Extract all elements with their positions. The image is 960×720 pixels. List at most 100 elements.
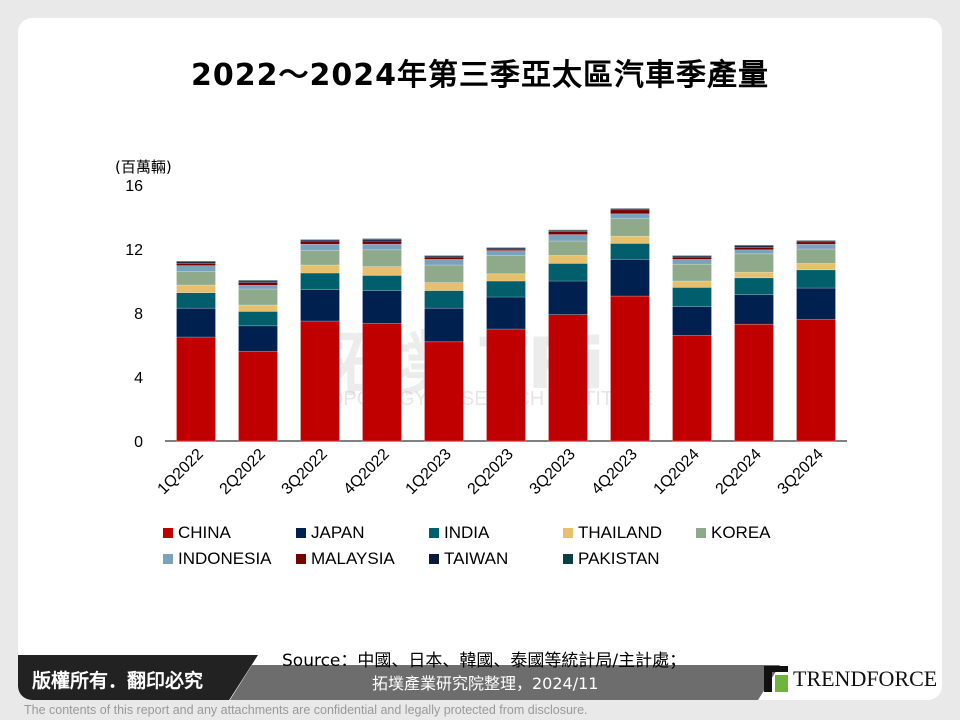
bar-segment-taiwan bbox=[300, 239, 340, 242]
bar-segment-japan bbox=[486, 296, 526, 330]
bar-segment-china bbox=[424, 341, 464, 442]
legend-label: THAILAND bbox=[578, 523, 663, 542]
legend-swatch bbox=[696, 528, 706, 538]
bar-segment-japan bbox=[734, 294, 774, 325]
bar-segment-thailand bbox=[362, 266, 402, 276]
bar-segment-malaysia bbox=[238, 282, 278, 286]
legend-item: MALAYSIA bbox=[296, 549, 395, 569]
bar-segment-china bbox=[362, 323, 402, 442]
bar-segment-indonesia bbox=[796, 243, 836, 250]
legend-item: INDONESIA bbox=[163, 549, 272, 569]
bar-segment-japan bbox=[796, 287, 836, 320]
bar-segment-indonesia bbox=[486, 250, 526, 256]
bar-segment-china bbox=[734, 323, 774, 442]
y-tick-label: 16 bbox=[125, 178, 143, 195]
bar-segment-indonesia bbox=[424, 259, 464, 266]
x-tick-label: 1Q2023 bbox=[403, 446, 455, 498]
bar-segment-india bbox=[796, 269, 836, 289]
bar-segment-korea bbox=[300, 250, 340, 266]
trendforce-logo: TRENDFORCE bbox=[764, 666, 937, 692]
disclaimer: The contents of this report and any atta… bbox=[24, 703, 588, 717]
bar-segment-korea bbox=[362, 249, 402, 267]
legend-item: KOREA bbox=[696, 523, 771, 543]
bar-segment-indonesia bbox=[176, 265, 216, 272]
bar-segment-taiwan bbox=[672, 255, 712, 258]
bar-segment-korea bbox=[796, 248, 836, 264]
bar-segment-thailand bbox=[238, 304, 278, 312]
bar-segment-india bbox=[734, 277, 774, 295]
slide-card bbox=[18, 18, 942, 700]
legend-item: JAPAN bbox=[296, 523, 365, 543]
bar-segment-indonesia bbox=[610, 213, 650, 219]
bar-segment-india bbox=[486, 280, 526, 298]
bar-segment-india bbox=[176, 292, 216, 309]
legend-swatch bbox=[563, 554, 573, 564]
bar-segment-thailand bbox=[796, 263, 836, 271]
bar-segment-thailand bbox=[548, 255, 588, 264]
legend-swatch bbox=[563, 528, 573, 538]
bar-segment-korea bbox=[734, 253, 774, 273]
bar-segment-japan bbox=[238, 325, 278, 352]
bar-segment-taiwan bbox=[486, 247, 526, 250]
bar-segment-china bbox=[672, 335, 712, 442]
legend-swatch bbox=[163, 528, 173, 538]
legend-swatch bbox=[429, 554, 439, 564]
bar-segment-korea bbox=[548, 240, 588, 256]
bar-segment-malaysia bbox=[548, 231, 588, 235]
chart-title: 2022～2024年第三季亞太區汽車季產量 bbox=[191, 58, 769, 93]
y-tick-label: 4 bbox=[134, 370, 143, 387]
bar-segment-india bbox=[300, 272, 340, 290]
bar-segment-china bbox=[548, 314, 588, 442]
bar-segment-pakistan bbox=[176, 260, 216, 263]
legend-label: KOREA bbox=[711, 523, 771, 542]
bar-segment-indonesia bbox=[238, 285, 278, 290]
y-axis-label: (百萬輛) bbox=[115, 158, 172, 176]
bar-segment-thailand bbox=[672, 280, 712, 288]
bar-segment-china bbox=[176, 336, 216, 442]
bar-segment-indonesia bbox=[734, 249, 774, 255]
bar-segment-malaysia bbox=[734, 247, 774, 251]
bar-segment-india bbox=[424, 290, 464, 309]
legend-swatch bbox=[429, 528, 439, 538]
bar-segment-japan bbox=[300, 289, 340, 322]
legend-label: CHINA bbox=[178, 523, 231, 542]
bar-segment-malaysia bbox=[176, 263, 216, 266]
bar-segment-indonesia bbox=[362, 243, 402, 251]
bar-segment-japan bbox=[548, 280, 588, 315]
bar-segment-korea bbox=[486, 255, 526, 275]
legend-item: INDIA bbox=[429, 523, 489, 543]
legend-label: PAKISTAN bbox=[578, 549, 660, 568]
legend-swatch bbox=[296, 554, 306, 564]
bar-segment-india bbox=[672, 287, 712, 307]
legend-item: PAKISTAN bbox=[563, 549, 660, 569]
legend-item: CHINA bbox=[163, 523, 231, 543]
bar-segment-thailand bbox=[486, 273, 526, 282]
y-tick-label: 8 bbox=[134, 306, 143, 323]
bar-segment-thailand bbox=[300, 264, 340, 274]
bar-segment-taiwan bbox=[424, 255, 464, 258]
bar-segment-korea bbox=[176, 271, 216, 286]
bar-segment-malaysia bbox=[300, 240, 340, 245]
bar-segment-malaysia bbox=[796, 241, 836, 245]
bar-segment-china bbox=[300, 320, 340, 442]
y-tick-label: 0 bbox=[134, 434, 143, 451]
logo-text: TRENDFORCE bbox=[793, 666, 938, 691]
x-tick-label: 3Q2023 bbox=[527, 446, 579, 498]
bar-segment-china bbox=[610, 295, 650, 442]
bar-segment-japan bbox=[610, 259, 650, 297]
x-tick-label: 2Q2024 bbox=[713, 446, 765, 498]
legend-label: INDONESIA bbox=[178, 549, 272, 568]
bar-segment-india bbox=[548, 263, 588, 282]
bar-segment-japan bbox=[424, 307, 464, 343]
bar-segment-thailand bbox=[734, 271, 774, 279]
bar-segment-thailand bbox=[424, 282, 464, 291]
copyright-text: 版權所有．翻印必究 bbox=[32, 670, 204, 692]
bar-segment-malaysia bbox=[672, 256, 712, 260]
bar-segment-korea bbox=[238, 288, 278, 306]
bar-segment-malaysia bbox=[424, 256, 464, 260]
x-tick-label: 3Q2024 bbox=[775, 446, 827, 498]
bar-segment-china bbox=[238, 351, 278, 442]
bar-segment-korea bbox=[672, 263, 712, 282]
bar-segment-korea bbox=[424, 264, 464, 283]
bar-segment-china bbox=[486, 328, 526, 442]
